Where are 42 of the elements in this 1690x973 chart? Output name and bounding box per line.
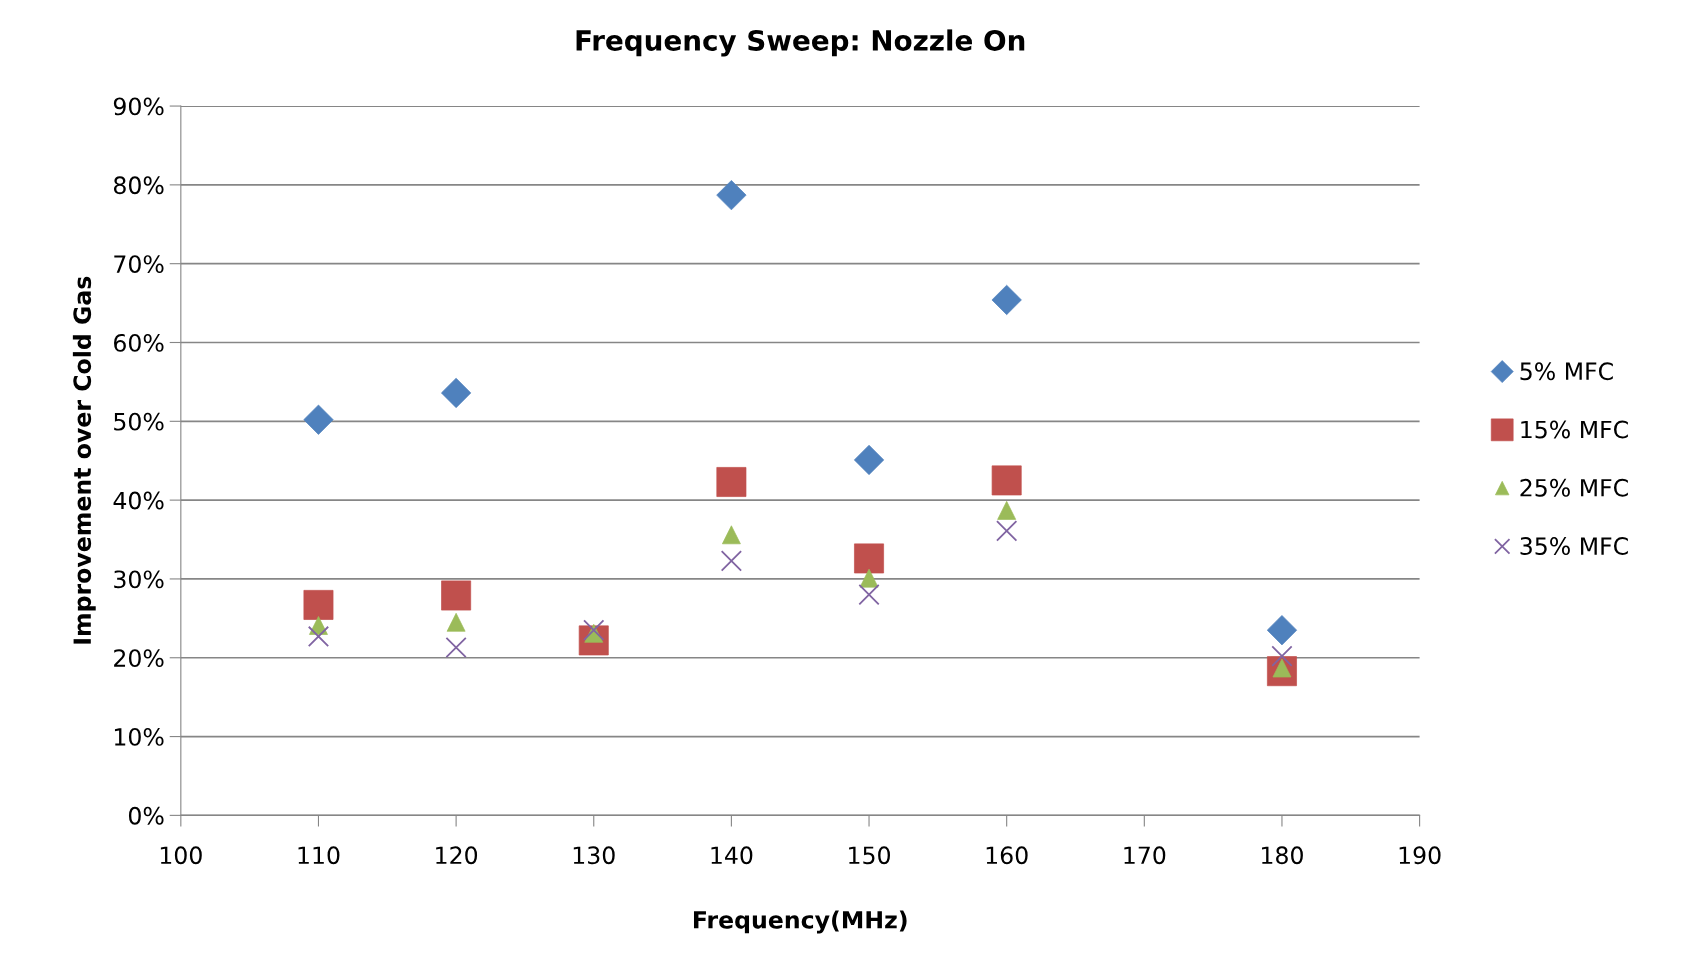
point bbox=[854, 543, 884, 574]
legend-label: 25% MFC bbox=[1520, 478, 1628, 497]
point bbox=[441, 580, 472, 611]
point bbox=[720, 550, 743, 572]
chart-title: Frequency Sweep: Nozzle On bbox=[576, 29, 1025, 57]
point bbox=[1271, 645, 1293, 667]
y-tick-label: 40% bbox=[113, 491, 164, 510]
point bbox=[303, 590, 334, 620]
y-tick-label: 60% bbox=[114, 333, 164, 352]
y-tick-label: 50% bbox=[114, 412, 164, 431]
y-tick-label: 80% bbox=[113, 176, 164, 195]
point bbox=[991, 465, 1022, 496]
x-tick-label: 160 bbox=[986, 846, 1028, 865]
point bbox=[445, 636, 467, 659]
x-tick-label: 120 bbox=[436, 846, 478, 865]
y-tick-label: 20% bbox=[114, 649, 164, 668]
x-tick-label: 150 bbox=[849, 846, 890, 865]
x-tick-label: 170 bbox=[1124, 846, 1166, 865]
point bbox=[991, 284, 1022, 316]
point bbox=[858, 584, 880, 606]
point bbox=[307, 625, 330, 648]
x-tick-label: 100 bbox=[160, 846, 202, 865]
legend-label: 35% MFC bbox=[1520, 537, 1628, 555]
point bbox=[853, 444, 885, 476]
y-tick-label: 70% bbox=[114, 255, 164, 273]
point bbox=[1266, 615, 1298, 646]
x-tick-label: 190 bbox=[1399, 846, 1441, 865]
x-tick-label: 110 bbox=[298, 846, 340, 865]
point bbox=[441, 377, 472, 409]
x-axis-title: Frequency(MHz) bbox=[693, 910, 907, 934]
legend-label: 5% MFC bbox=[1520, 362, 1613, 381]
y-tick-label: 30% bbox=[114, 570, 164, 589]
y-axis-title: Improvement over Cold Gas bbox=[72, 276, 96, 644]
y-tick-label: 90% bbox=[113, 97, 164, 116]
point bbox=[996, 520, 1018, 542]
y-tick-label: 10% bbox=[114, 728, 164, 746]
y-tick-label: 0% bbox=[128, 806, 164, 825]
legend-label: 15% MFC bbox=[1521, 420, 1628, 439]
point bbox=[716, 180, 747, 211]
x-tick-label: 130 bbox=[573, 846, 615, 865]
x-tick-label: 180 bbox=[1262, 846, 1303, 865]
x-tick-label: 140 bbox=[711, 846, 753, 865]
